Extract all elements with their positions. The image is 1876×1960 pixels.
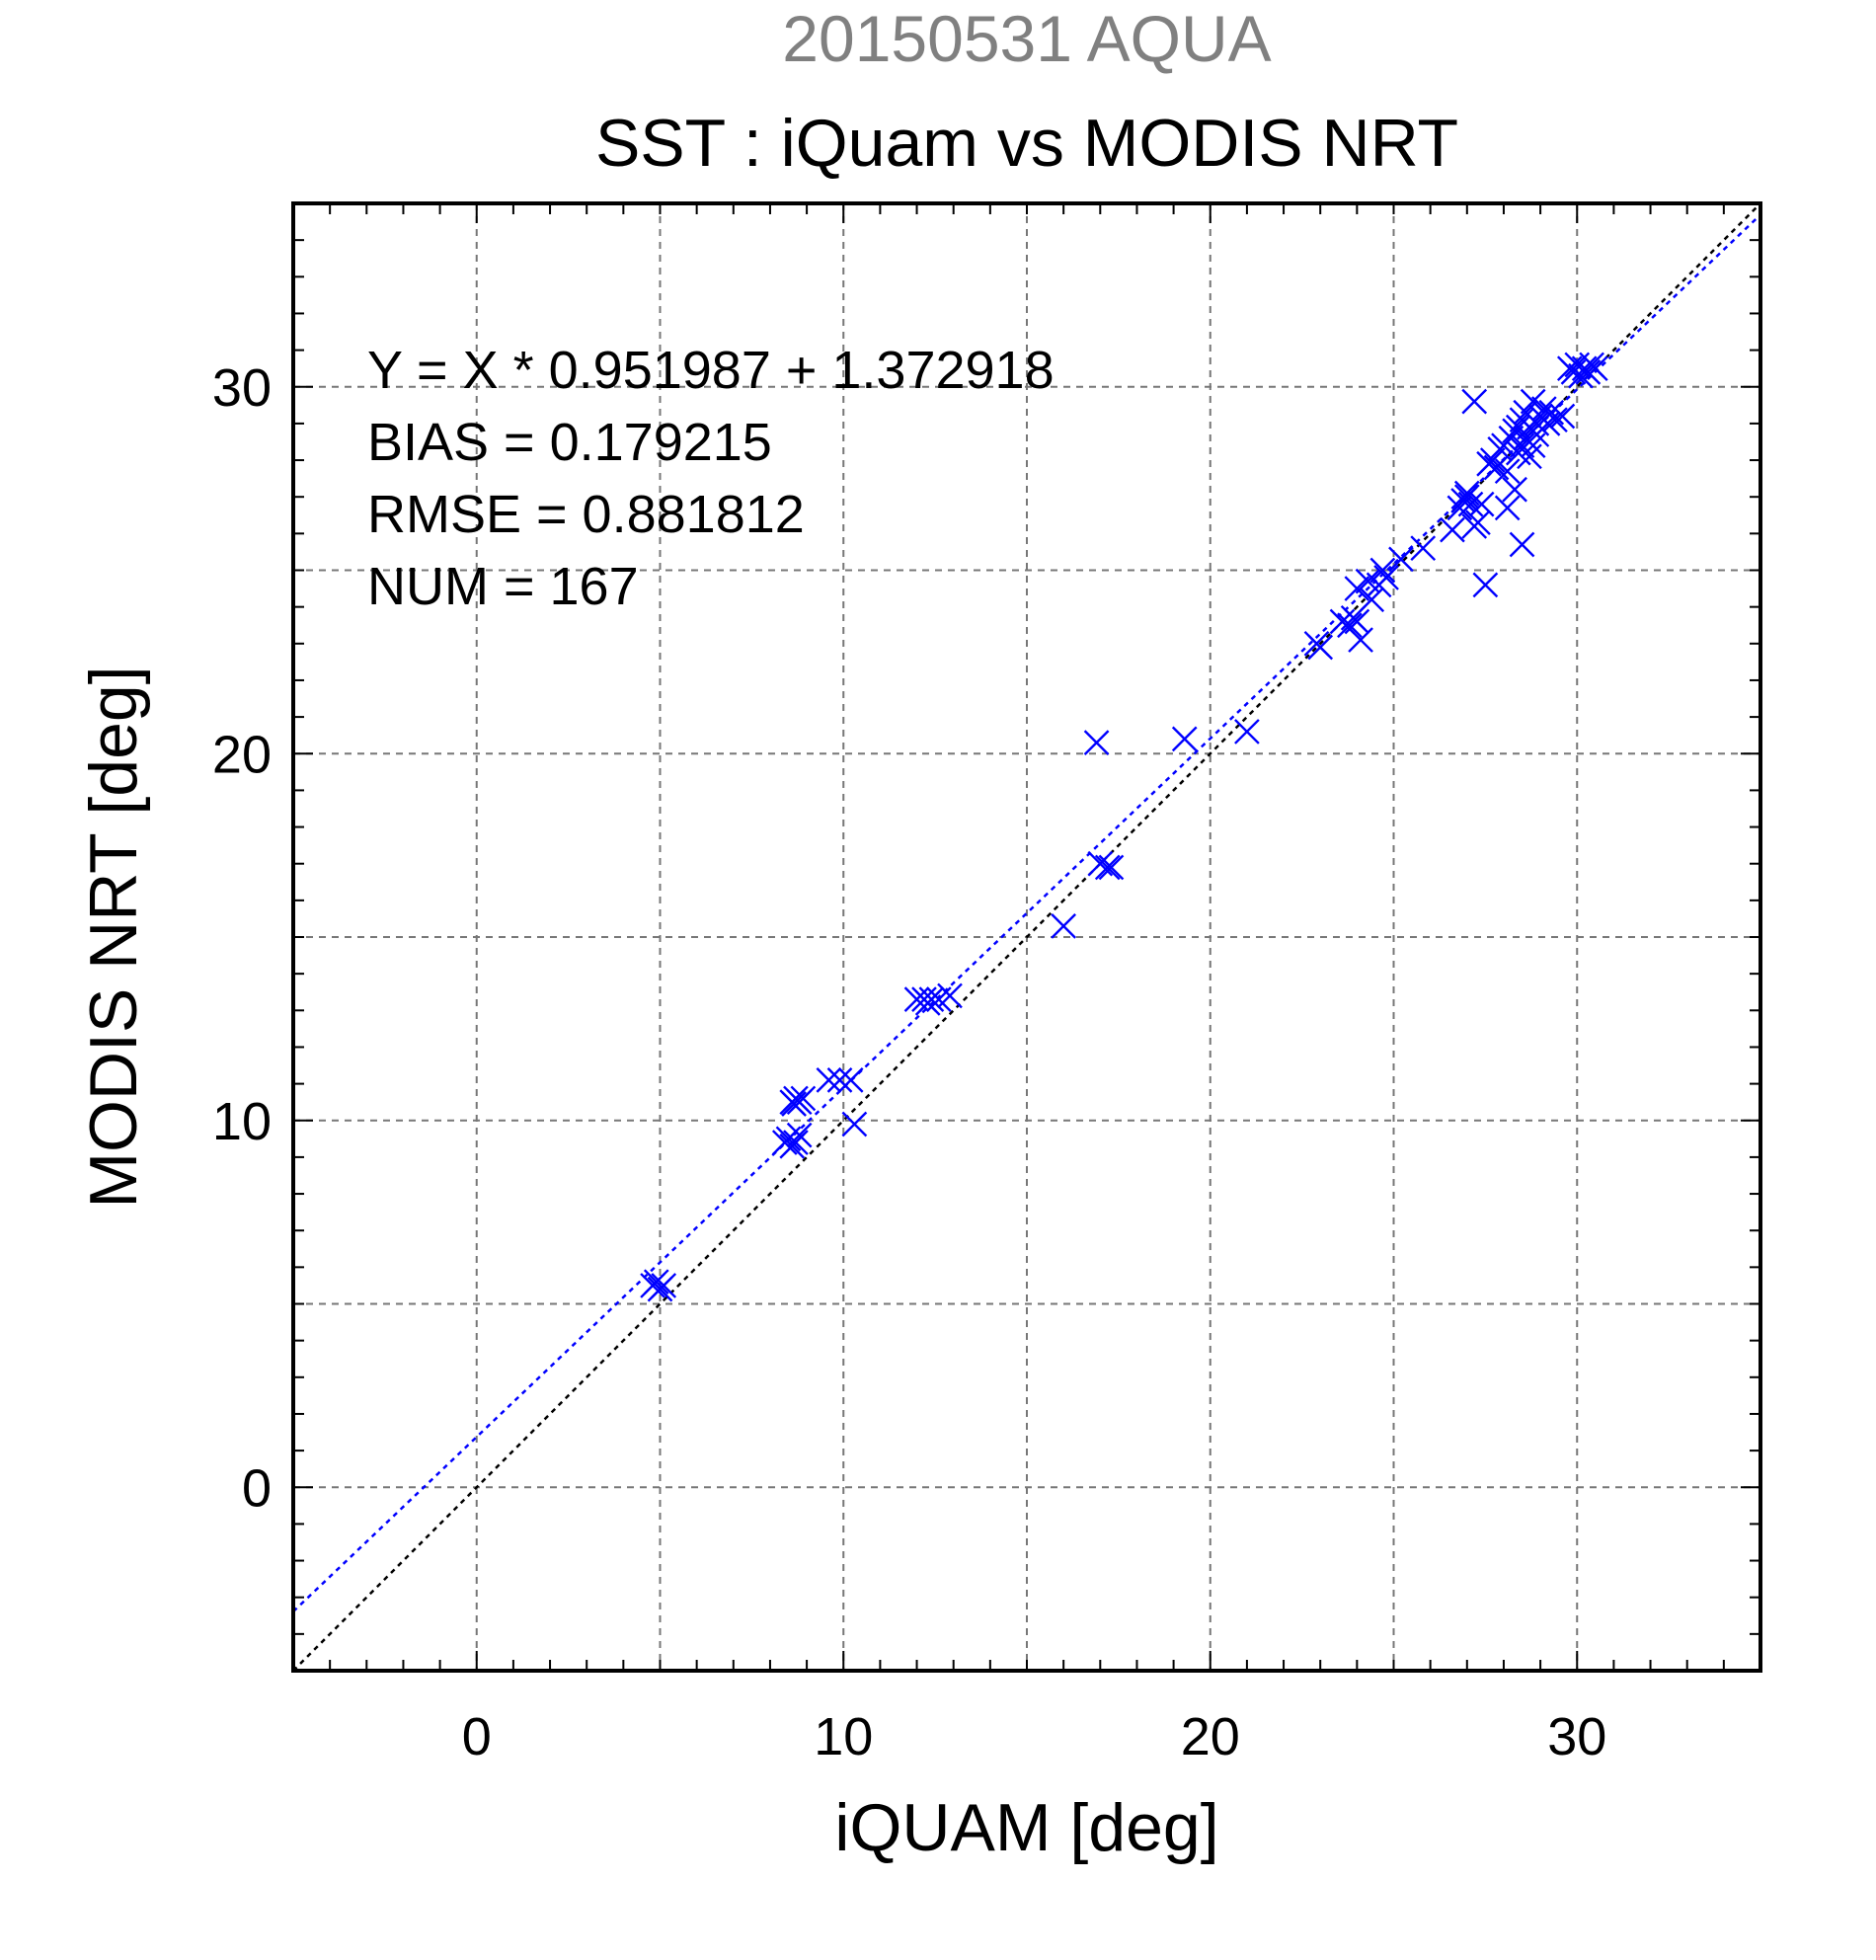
data-point (1453, 484, 1480, 510)
data-point (1359, 587, 1385, 613)
regression-stats: Y = X * 0.951987 + 1.372918 BIAS = 0.179… (367, 341, 1055, 616)
grid-lines (293, 203, 1760, 1671)
data-point (1388, 546, 1414, 573)
data-point (1494, 458, 1521, 485)
data-point (1234, 719, 1260, 745)
data-point (1344, 576, 1370, 601)
regression-fit-line (292, 213, 1761, 1612)
data-point (1494, 495, 1521, 521)
data-point (651, 1273, 677, 1298)
stats-line-equation: Y = X * 0.951987 + 1.372918 (367, 341, 1055, 400)
data-point (1369, 557, 1396, 584)
data-point (781, 1091, 807, 1117)
y-tick-label: 10 (212, 1092, 272, 1151)
data-point (1094, 854, 1121, 881)
data-point (1549, 403, 1576, 430)
data-point (841, 1111, 868, 1137)
data-point (1509, 531, 1535, 558)
y-tick-labels: 0 10 20 30 (212, 358, 272, 1519)
x-tick-label: 20 (1181, 1707, 1240, 1766)
stats-line-bias: BIAS = 0.179215 (367, 413, 772, 472)
stats-line-rmse: RMSE = 0.881812 (367, 485, 805, 544)
stats-line-num: NUM = 167 (367, 557, 639, 616)
data-point (1509, 432, 1535, 459)
data-point (1453, 480, 1480, 507)
y-tick-label: 20 (212, 725, 272, 784)
chart-subtitle: 20150531 AQUA (782, 2, 1271, 75)
x-tick-label: 0 (462, 1707, 492, 1766)
data-point (775, 1126, 802, 1152)
data-point (1051, 913, 1076, 939)
data-point (783, 1130, 809, 1155)
plot-frame (291, 201, 1762, 1673)
data-point (1440, 516, 1465, 543)
y-axis-label: MODIS NRT [deg] (76, 666, 151, 1208)
data-point (1468, 491, 1495, 517)
data-point (1542, 407, 1568, 433)
data-point (1502, 476, 1527, 503)
data-point (1373, 565, 1399, 590)
data-point (1410, 535, 1437, 562)
data-point (1582, 355, 1608, 382)
data-point (837, 1067, 864, 1093)
x-tick-label: 10 (814, 1707, 873, 1766)
data-point (1472, 572, 1499, 598)
data-point (1575, 359, 1602, 385)
data-point (1337, 612, 1363, 639)
x-axis-label: iQUAM [deg] (834, 1790, 1218, 1865)
data-point (826, 1067, 853, 1093)
data-point (1171, 726, 1198, 752)
data-point (1479, 447, 1506, 473)
x-tick-label: 30 (1547, 1707, 1606, 1766)
data-point (1307, 634, 1334, 661)
data-point (643, 1269, 669, 1295)
y-tick-label: 0 (242, 1458, 272, 1518)
data-points (640, 352, 1608, 1302)
data-point (1348, 627, 1373, 653)
data-point (937, 982, 963, 1009)
data-point (1520, 388, 1546, 415)
x-tick-labels: 0 10 20 30 (462, 1707, 1607, 1766)
data-point (816, 1067, 842, 1093)
chart-title: SST : iQuam vs MODIS NRT (595, 106, 1458, 181)
data-point (1083, 730, 1110, 755)
data-point (1098, 854, 1125, 881)
y-tick-label: 30 (212, 358, 272, 418)
data-point (1461, 388, 1488, 415)
